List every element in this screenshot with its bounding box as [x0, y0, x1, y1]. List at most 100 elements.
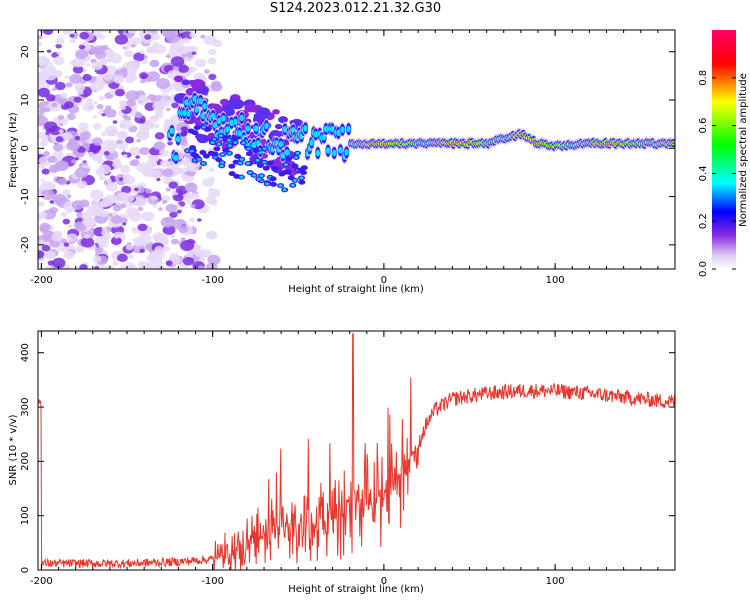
heat-noise-blob — [51, 102, 58, 108]
heat-noise-blob — [66, 140, 80, 152]
heat-noise-blob — [183, 56, 190, 62]
heat-noise-blob — [138, 31, 145, 36]
spectrogram-ytick-label: 10 — [20, 94, 31, 107]
heat-noise-blob — [125, 207, 139, 218]
colorbar-label: Normalized spectral amplitude — [738, 73, 749, 227]
heat-noise-blob — [120, 67, 128, 73]
heat-noise-blob — [75, 245, 85, 253]
heat-noise-blob — [200, 248, 212, 258]
heat-noise-blob — [190, 45, 199, 52]
heat-noise-blob — [112, 120, 118, 124]
heat-noise-blob — [146, 229, 153, 234]
heat-noise-blob — [55, 136, 64, 143]
snr-ticks: -200 -100 0 100 0 100 200 300 400 — [20, 331, 676, 587]
transition-streak — [252, 147, 260, 153]
heat-noise-blob — [103, 150, 110, 156]
heat-noise-blob — [198, 265, 205, 269]
heat-noise-blob — [125, 244, 134, 251]
heat-noise-blob — [90, 80, 105, 92]
heat-noise-blob — [38, 41, 43, 47]
heat-noise-blob — [92, 137, 103, 146]
heat-noise-blob — [47, 155, 57, 163]
heat-noise-blob — [181, 31, 193, 41]
transition-streak-core — [238, 161, 243, 165]
heat-noise-blob — [43, 30, 54, 35]
heat-transition-blob — [173, 75, 184, 83]
transition-streak-core — [278, 184, 283, 188]
heat-noise-blob — [208, 188, 214, 193]
heat-noise-blob — [194, 58, 207, 68]
heat-noise-blob — [113, 157, 121, 163]
heat-noise-blob — [87, 151, 95, 158]
heat-noise-blob — [102, 139, 117, 151]
spectrogram-xtick-label: 0 — [381, 275, 387, 286]
heat-noise-blob — [202, 177, 214, 188]
heat-noise-blob — [98, 30, 110, 33]
heat-noise-blob — [78, 122, 89, 131]
heat-noise-blob — [79, 199, 90, 208]
snr-frame — [37, 330, 676, 571]
heat-noise-blob — [203, 69, 210, 74]
heat-noise-blob — [110, 236, 122, 245]
colorbar: 0.0 0.2 0.4 0.6 0.8 Normalized spectral ampl… — [698, 30, 749, 277]
heat-noise-blob — [38, 163, 46, 170]
ridge-mid — [186, 110, 191, 117]
heat-noise-blob — [140, 134, 146, 139]
heat-noise-blob — [119, 119, 133, 130]
transition-streak-core — [201, 162, 206, 165]
ridge-mid — [200, 112, 205, 119]
colorbar-tick-label: 0.2 — [698, 213, 709, 229]
transition-streak — [271, 166, 279, 172]
heat-noise-blob — [145, 188, 152, 194]
transition-streak — [299, 170, 307, 176]
heat-noise-blob — [117, 130, 128, 139]
heat-noise-blob — [127, 30, 138, 34]
heat-noise-blob — [137, 223, 148, 232]
heat-noise-blob — [96, 103, 104, 110]
spectrogram-xtick-label: -100 — [201, 275, 224, 286]
transition-streak — [300, 165, 308, 171]
ridge-mid — [251, 141, 257, 149]
heat-noise-blob — [79, 264, 88, 269]
heat-noise-blob — [154, 245, 164, 254]
heat-noise-blob — [55, 37, 65, 45]
heat-noise-blob — [59, 123, 64, 127]
heat-noise-blob — [164, 118, 170, 124]
transition-streak-core — [196, 157, 201, 161]
heat-noise-blob — [191, 51, 197, 55]
ridge-mid — [340, 126, 345, 134]
heat-noise-blob — [150, 195, 158, 201]
heat-noise-blob — [135, 111, 142, 117]
heat-noise-blob — [136, 138, 141, 143]
ridge-mid — [245, 125, 251, 132]
snr-x-axis-label: Height of straight line (km) — [288, 584, 424, 595]
transition-streak-core — [245, 162, 250, 165]
heat-noise-blob — [73, 96, 82, 103]
transition-streak-core — [256, 177, 261, 181]
heat-noise-blob — [189, 217, 195, 223]
heat-noise-blob — [114, 234, 120, 239]
heat-transition-blob — [229, 98, 245, 110]
heat-noise-blob — [82, 73, 92, 82]
transition-streak — [278, 171, 286, 177]
heat-noise-blob — [169, 211, 178, 218]
heat-noise-blob — [128, 254, 135, 259]
snr-xtick-label: 100 — [546, 576, 565, 587]
heat-noise-blob — [44, 250, 56, 260]
transition-streak-core — [262, 147, 267, 151]
heat-noise-blob — [94, 50, 107, 60]
heat-noise-blob — [137, 206, 144, 211]
transition-streak — [193, 125, 201, 131]
ridge-mid — [278, 140, 284, 148]
heat-noise-blob — [69, 33, 75, 38]
spectrogram-frame — [37, 29, 676, 270]
heat-noise-blob — [119, 104, 126, 111]
heat-noise-blob — [154, 132, 165, 140]
heat-noise-blob — [89, 227, 95, 231]
heat-noise-blob — [40, 189, 55, 201]
transition-streak — [256, 163, 264, 169]
transition-streak-core — [227, 138, 232, 142]
heat-noise-blob — [136, 95, 150, 106]
heat-noise-blob — [82, 142, 91, 149]
heat-noise-blob — [134, 241, 142, 247]
